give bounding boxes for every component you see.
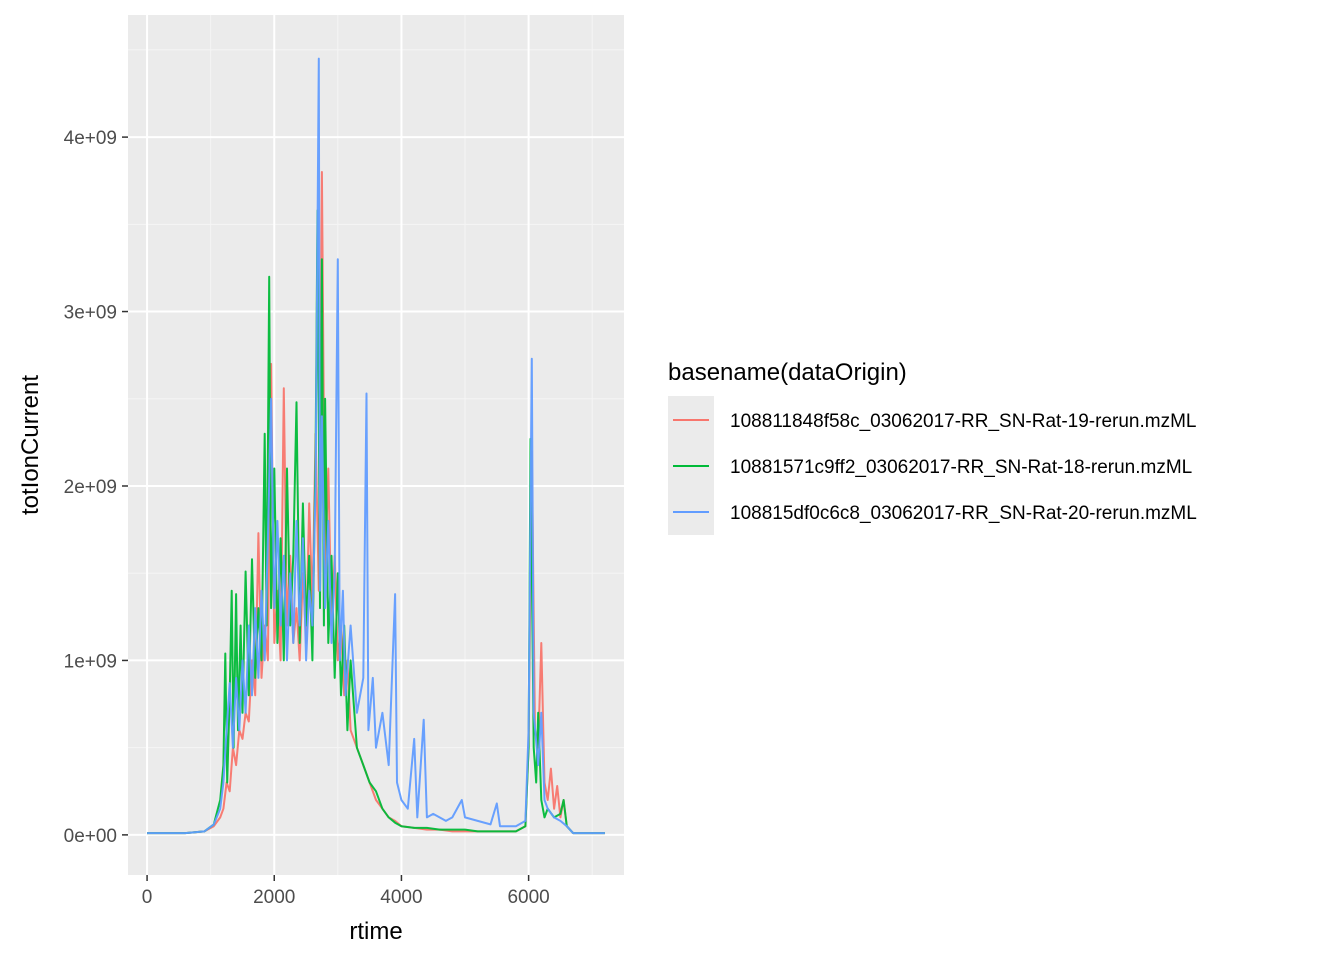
legend-label-2: 10881571c9ff2_03062017-RR_SN-Rat-18-reru… [730,457,1192,478]
x-tick-label: 4000 [380,887,422,908]
series-line-3 [147,57,605,835]
legend-label-1: 108811848f58c_03062017-RR_SN-Rat-19-reru… [730,411,1196,432]
legend-entries: 108811848f58c_03062017-RR_SN-Rat-19-reru… [673,411,1197,524]
y-tick-label: 2e+09 [64,477,117,498]
y-tick-label: 0e+00 [64,826,117,847]
grid-major [128,15,624,875]
x-tick-label: 6000 [507,887,549,908]
series-layer [147,57,605,835]
x-tick-label: 0 [142,887,153,908]
y-tick-label: 4e+09 [64,128,117,149]
x-axis-title: rtime [349,918,402,945]
legend-title: basename(dataOrigin) [668,359,907,386]
x-axis: 0 2000 4000 6000 [142,875,550,908]
legend: basename(dataOrigin) 108811848f58c_03062… [668,359,1197,535]
y-tick-label: 1e+09 [64,651,117,672]
y-tick-label: 3e+09 [64,303,117,324]
legend-label-3: 108815df0c6c8_03062017-RR_SN-Rat-20-reru… [730,503,1197,524]
y-axis: 0e+00 1e+09 2e+09 3e+09 4e+09 [64,128,128,847]
y-axis-title: totIonCurrent [17,375,44,515]
x-tick-label: 2000 [253,887,295,908]
